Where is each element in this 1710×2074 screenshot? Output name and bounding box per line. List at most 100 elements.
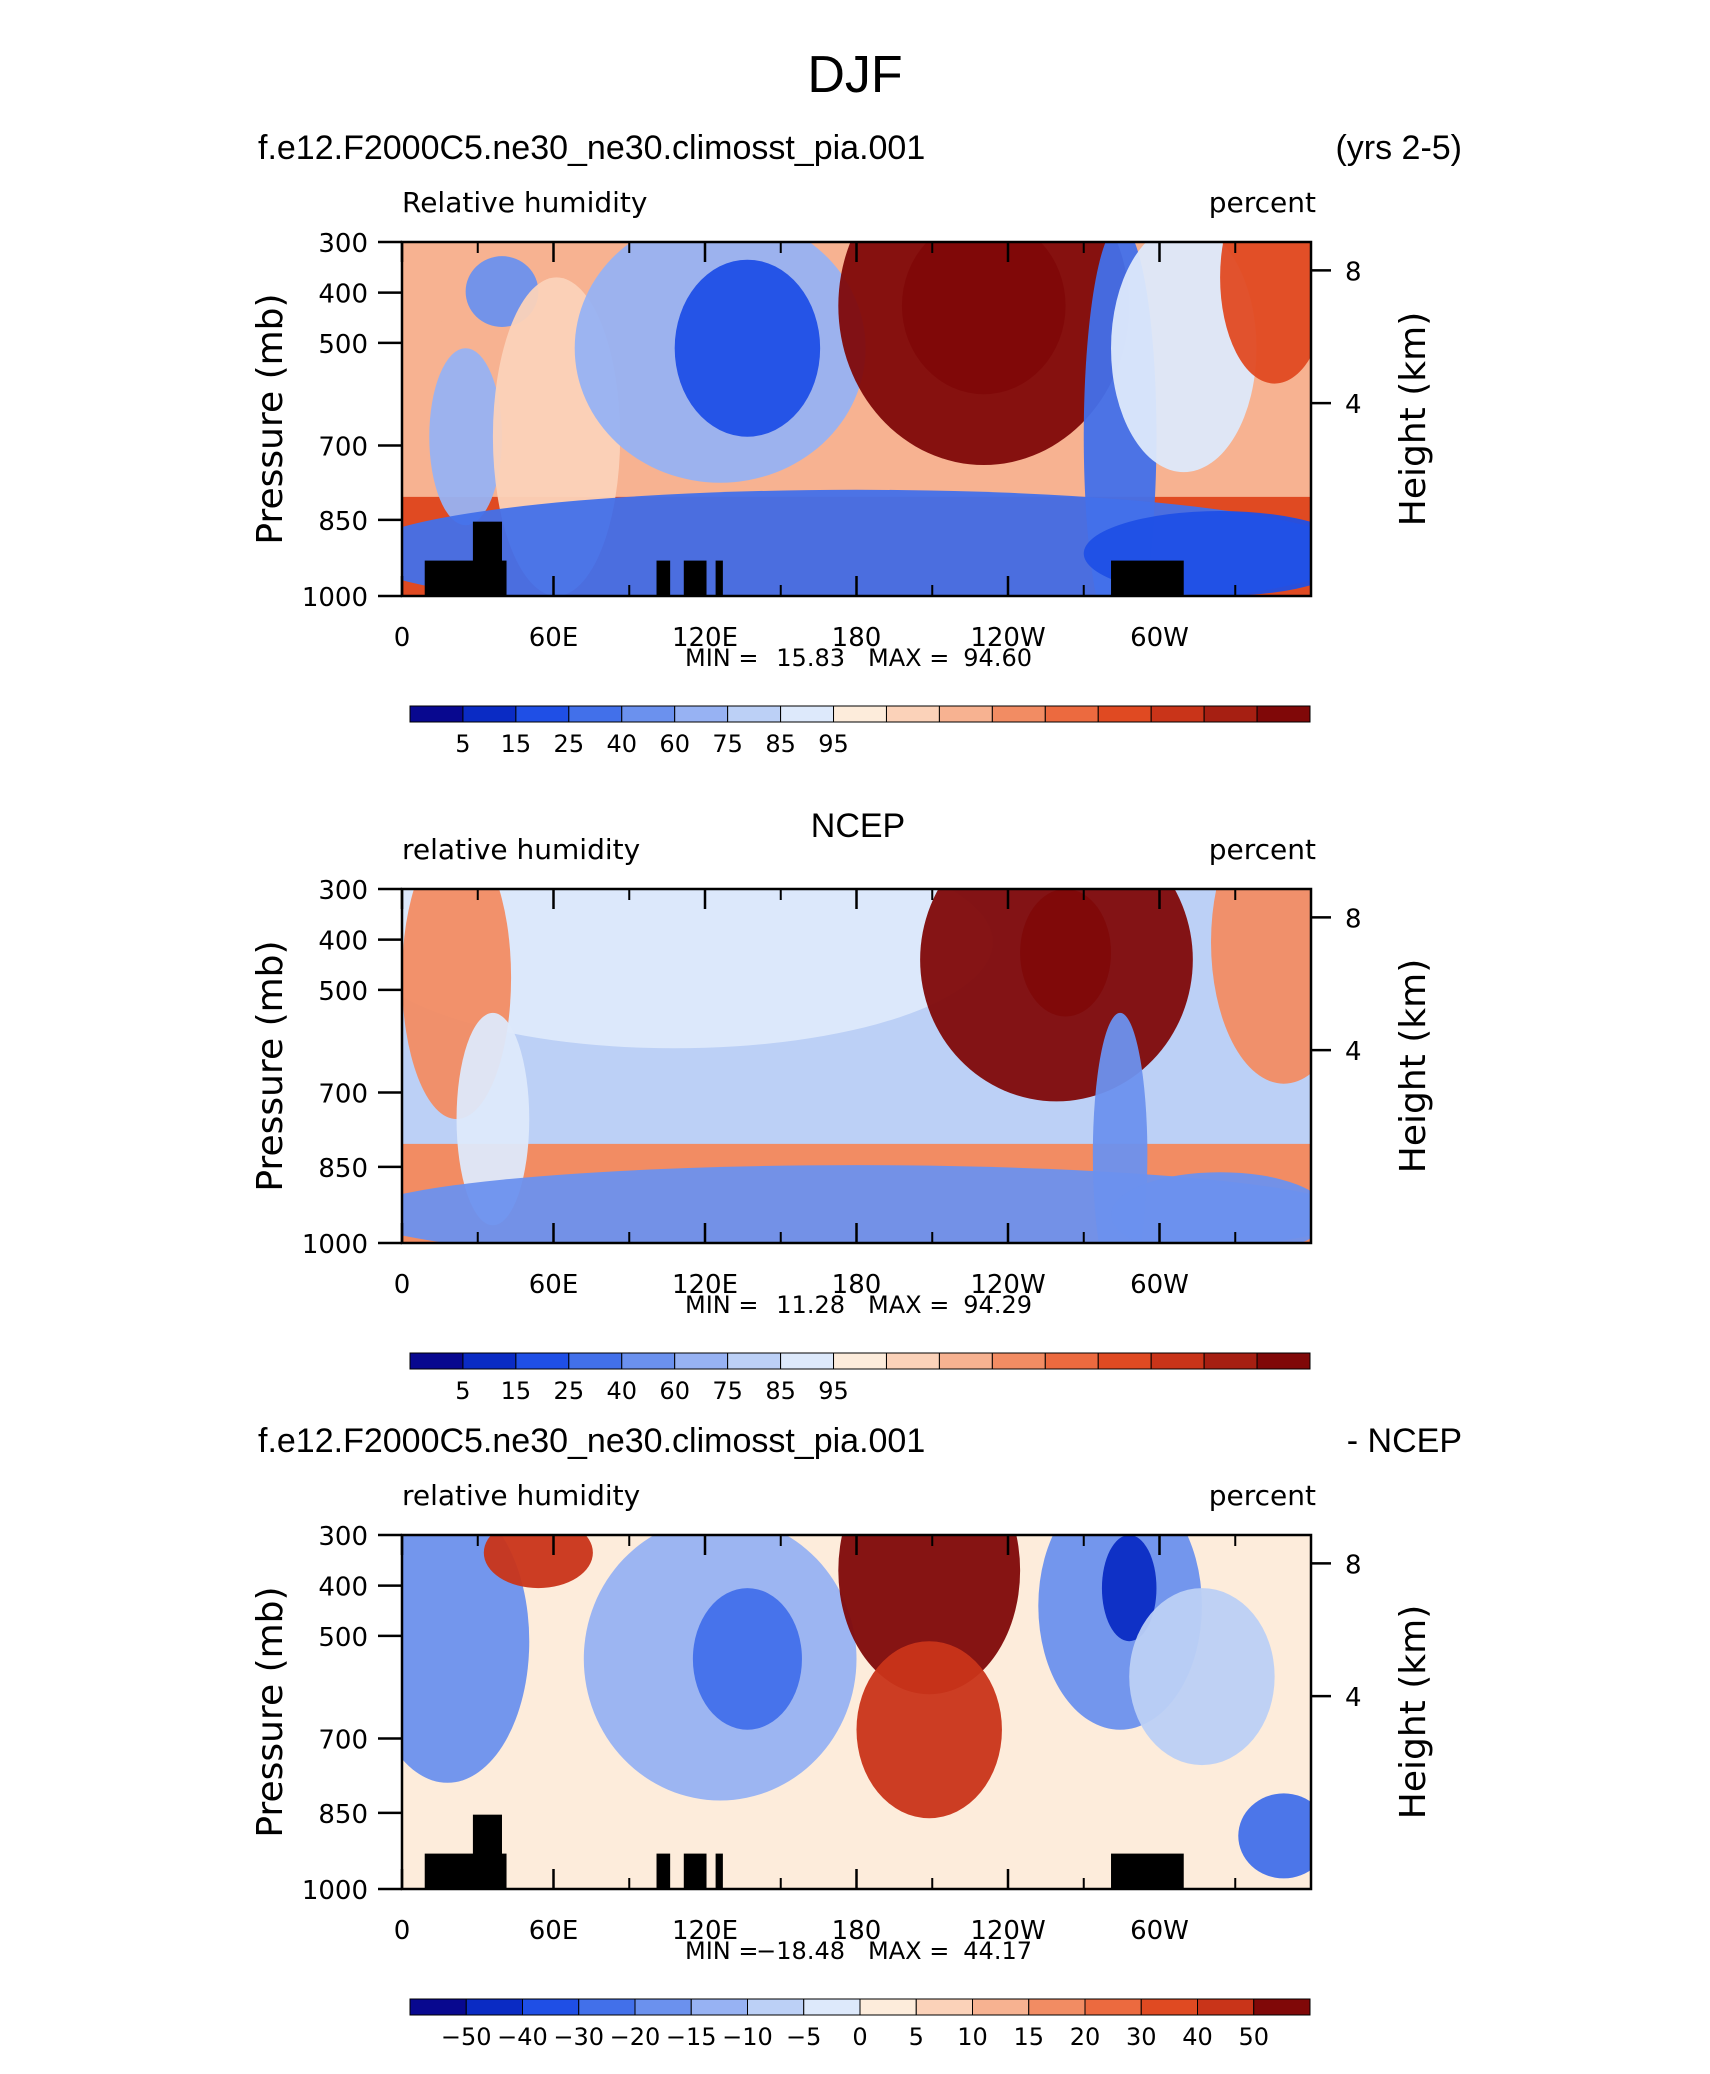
colorbar-label: 15 xyxy=(501,730,532,758)
colorbar-label: 95 xyxy=(818,730,849,758)
contour-blob xyxy=(483,1535,593,1589)
x-tick-label: 120W xyxy=(970,623,1045,653)
land-mask-block xyxy=(472,521,502,562)
colorbar-label: −10 xyxy=(722,2023,773,2051)
min-value: −18.48 xyxy=(756,1937,845,1965)
colorbar-label: −5 xyxy=(786,2023,821,2051)
colorbar-box xyxy=(409,1352,464,1370)
colorbar-label: 40 xyxy=(1182,2023,1213,2051)
colorbar-box xyxy=(1197,1998,1255,2016)
colorbar-box xyxy=(859,1998,917,2016)
colorbar-box xyxy=(1150,1352,1205,1370)
x-tick-label: 60W xyxy=(1130,623,1189,653)
colorbar-box xyxy=(1256,1352,1311,1370)
colorbar-label: 30 xyxy=(1126,2023,1157,2051)
colorbar-box xyxy=(780,1352,835,1370)
colorbar-box xyxy=(568,1352,623,1370)
colorbar-box xyxy=(462,1352,517,1370)
contour-blob xyxy=(1111,1172,1311,1243)
y-tick-label: 700 xyxy=(318,1726,368,1756)
colorbar-label: 40 xyxy=(606,1377,637,1405)
x-tick-label: 60E xyxy=(529,1916,579,1946)
y-tick-label: 1000 xyxy=(302,583,368,613)
colorbar-box xyxy=(674,705,729,723)
colorbar-label: 60 xyxy=(659,1377,690,1405)
colorbar-box xyxy=(972,1998,1030,2016)
land-mask-block xyxy=(683,1853,707,1889)
colorbar-box xyxy=(1253,1998,1311,2016)
colorbar-box xyxy=(515,705,570,723)
colorbar-box xyxy=(747,1998,805,2016)
y-tick-label: 300 xyxy=(318,1522,368,1552)
colorbar-label: 5 xyxy=(909,2023,924,2051)
contour-blob xyxy=(402,242,493,331)
colorbar-box xyxy=(515,1352,570,1370)
colorbar-box xyxy=(1044,1352,1099,1370)
x-tick-label: 60W xyxy=(1130,1270,1189,1300)
contour-blob xyxy=(1092,1012,1148,1243)
y-tick-label: 850 xyxy=(318,1154,368,1184)
land-mask-block xyxy=(656,560,671,596)
y-tick-label: 700 xyxy=(318,433,368,463)
colorbar-label: 15 xyxy=(501,1377,532,1405)
figure-title: DJF xyxy=(807,46,902,104)
panel-left-title: f.e12.F2000C5.ne30_ne30.climosst_pia.001 xyxy=(258,129,925,167)
colorbar-box xyxy=(621,705,676,723)
colorbar-label: 75 xyxy=(712,730,743,758)
colorbar-box xyxy=(915,1998,973,2016)
colorbar-box xyxy=(1256,705,1311,723)
colorbar-label: 25 xyxy=(554,1377,585,1405)
max-value: 94.29 xyxy=(963,1291,1032,1319)
land-mask-block xyxy=(424,1853,507,1889)
contour-blob xyxy=(429,348,502,526)
x-tick-label: 0 xyxy=(394,1270,411,1300)
colorbar-box xyxy=(690,1998,748,2016)
contour-blob xyxy=(402,1535,530,1783)
y-axis-label: Pressure (mb) xyxy=(250,1586,291,1837)
colorbar-label: −20 xyxy=(610,2023,661,2051)
colorbar-label: −30 xyxy=(553,2023,604,2051)
units-label: percent xyxy=(1209,833,1316,866)
y2-tick-label: 8 xyxy=(1345,904,1362,934)
colorbar-box xyxy=(409,1998,467,2016)
panel-right-title: - NCEP xyxy=(1347,1422,1462,1460)
colorbar-box xyxy=(991,1352,1046,1370)
x-tick-label: 120E xyxy=(672,1916,738,1946)
land-mask-block xyxy=(472,1814,502,1855)
contour-blob xyxy=(1129,1588,1275,1766)
y-tick-label: 700 xyxy=(318,1080,368,1110)
variable-label: Relative humidity xyxy=(402,186,647,219)
x-tick-label: 120E xyxy=(672,623,738,653)
land-mask-block xyxy=(424,560,507,596)
colorbar-label: 95 xyxy=(818,1377,849,1405)
colorbar-box xyxy=(780,705,835,723)
min-value: 11.28 xyxy=(776,1291,845,1319)
y-tick-label: 1000 xyxy=(302,1230,368,1260)
contour-field xyxy=(402,889,1311,1243)
colorbar-box xyxy=(1084,1998,1142,2016)
y2-tick-label: 8 xyxy=(1345,1550,1362,1580)
colorbar-label: 85 xyxy=(765,1377,796,1405)
x-tick-label: 180 xyxy=(832,1916,882,1946)
x-tick-label: 0 xyxy=(394,1916,411,1946)
colorbar-box xyxy=(621,1352,676,1370)
min-label: MIN = xyxy=(685,1291,758,1319)
contour-blob xyxy=(1111,242,1257,473)
contour-blob xyxy=(838,1535,1021,1695)
y-tick-label: 500 xyxy=(318,977,368,1007)
y-tick-label: 400 xyxy=(318,280,368,310)
contour-blob xyxy=(456,1012,530,1226)
colorbar-box xyxy=(938,1352,993,1370)
max-label: MAX = xyxy=(868,644,949,672)
colorbar-label: −40 xyxy=(497,2023,548,2051)
colorbar-label: 25 xyxy=(554,730,585,758)
contour-blob xyxy=(692,1588,802,1730)
colorbar-box xyxy=(885,705,940,723)
y-tick-label: 500 xyxy=(318,330,368,360)
x-tick-label: 120W xyxy=(970,1270,1045,1300)
x-tick-label: 180 xyxy=(832,1270,882,1300)
contour-field xyxy=(402,242,1311,596)
y-axis-label: Pressure (mb) xyxy=(250,940,291,1191)
y2-tick-label: 4 xyxy=(1345,1037,1362,1067)
panel-right-title: (yrs 2-5) xyxy=(1335,129,1462,167)
